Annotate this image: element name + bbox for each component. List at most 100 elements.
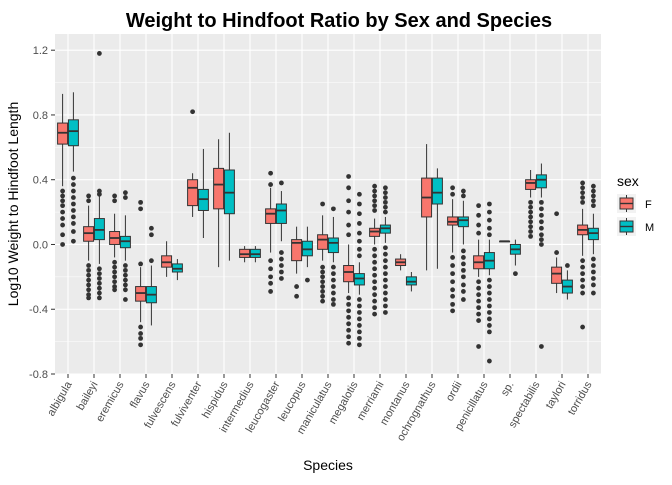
- legend-label: M: [645, 222, 654, 234]
- outlier-point: [487, 290, 492, 296]
- outlier-point: [372, 259, 377, 265]
- outlier-point: [383, 190, 388, 196]
- outlier-point: [487, 358, 492, 364]
- outlier-point: [476, 311, 481, 317]
- outlier-point: [383, 245, 388, 251]
- outlier-point: [112, 269, 117, 275]
- outlier-point: [268, 182, 273, 187]
- box-plots: [57, 51, 599, 364]
- outlier-point: [71, 182, 76, 187]
- outlier-point: [461, 255, 466, 260]
- outlier-point: [97, 295, 102, 301]
- outlier-point: [580, 284, 585, 289]
- outlier-point: [580, 264, 585, 270]
- outlier-point: [331, 301, 336, 307]
- outlier-point: [528, 224, 533, 230]
- box-M-flavus: [145, 225, 157, 326]
- outlier-point: [357, 329, 362, 335]
- box-iqr: [213, 167, 225, 210]
- outlier-point: [383, 204, 388, 210]
- box-iqr: [327, 237, 339, 254]
- outlier-point: [461, 261, 466, 267]
- outlier-point: [591, 290, 596, 296]
- outlier-point: [123, 267, 128, 273]
- outlier-point: [346, 321, 351, 327]
- box-F-ochrognathus: [421, 144, 433, 271]
- outlier-point: [591, 276, 596, 281]
- outlier-point: [86, 282, 91, 288]
- outlier-point: [320, 264, 325, 270]
- outlier-point: [138, 324, 144, 330]
- outlier-point: [372, 198, 377, 204]
- outlier-point: [320, 269, 325, 275]
- box-M-montanus: [405, 272, 417, 292]
- outlier-point: [268, 274, 273, 280]
- box-M-torridus: [587, 183, 599, 296]
- box-F-fulvescens: [161, 241, 173, 277]
- outlier-point: [279, 180, 284, 186]
- outlier-point: [476, 285, 481, 291]
- outlier-point: [539, 212, 544, 218]
- outlier-point: [86, 263, 91, 268]
- outlier-point: [591, 269, 596, 275]
- box-M-penicillatus: [483, 201, 495, 364]
- box-iqr: [525, 179, 537, 190]
- outlier-point: [580, 324, 585, 330]
- outlier-point: [123, 263, 128, 268]
- chart-title: Weight to Hindfoot Ratio by Sex and Spec…: [126, 10, 552, 32]
- outlier-point: [97, 266, 102, 272]
- outlier-point: [383, 209, 388, 215]
- outlier-point: [60, 193, 65, 199]
- outlier-point: [138, 206, 144, 212]
- outlier-point: [71, 221, 76, 226]
- outlier-point: [591, 282, 596, 288]
- box-F-taylori: [551, 211, 563, 294]
- box-F-maniculatus: [317, 201, 329, 304]
- outlier-point: [372, 203, 377, 209]
- box-F-leucogaster: [265, 170, 277, 294]
- y-tick-label: 0.0: [33, 239, 48, 251]
- box-M-hispidus: [223, 132, 235, 261]
- outlier-point: [331, 277, 336, 283]
- legend-label: F: [645, 199, 652, 211]
- box-M-megalotis: [353, 191, 365, 348]
- outlier-point: [268, 170, 273, 176]
- outlier-point: [554, 250, 559, 255]
- outlier-point: [476, 222, 481, 228]
- outlier-point: [60, 242, 65, 247]
- outlier-point: [357, 191, 362, 197]
- outlier-point: [461, 289, 466, 294]
- outlier-point: [86, 277, 91, 283]
- outlier-point: [580, 290, 585, 296]
- box-M-intermedius: [249, 246, 261, 263]
- outlier-point: [86, 287, 91, 293]
- outlier-point: [580, 180, 585, 186]
- outlier-point: [476, 279, 481, 285]
- box-iqr: [67, 119, 79, 147]
- outlier-point: [331, 264, 336, 270]
- box-M-ochrognathus: [431, 168, 443, 269]
- outlier-point: [383, 258, 388, 264]
- y-axis-label: Log10 Weight to Hindfoot Length: [5, 102, 21, 306]
- outlier-point: [346, 222, 351, 228]
- outlier-point: [112, 287, 117, 293]
- outlier-point: [97, 271, 102, 277]
- box-M-ordii: [457, 188, 469, 302]
- box-iqr: [431, 177, 443, 205]
- outlier-point: [450, 255, 455, 260]
- outlier-point: [539, 206, 544, 212]
- outlier-point: [97, 290, 102, 296]
- outlier-point: [123, 272, 128, 278]
- outlier-point: [476, 203, 481, 209]
- outlier-point: [580, 195, 585, 200]
- outlier-point: [476, 298, 481, 304]
- outlier-point: [357, 323, 362, 328]
- outlier-point: [487, 201, 492, 207]
- box-F-baileyi: [83, 193, 95, 301]
- outlier-point: [97, 276, 102, 281]
- legend-title: sex: [617, 173, 639, 189]
- outlier-point: [450, 287, 455, 293]
- outlier-point: [346, 232, 351, 238]
- box-F-hispidus: [213, 139, 225, 268]
- outlier-point: [372, 279, 377, 285]
